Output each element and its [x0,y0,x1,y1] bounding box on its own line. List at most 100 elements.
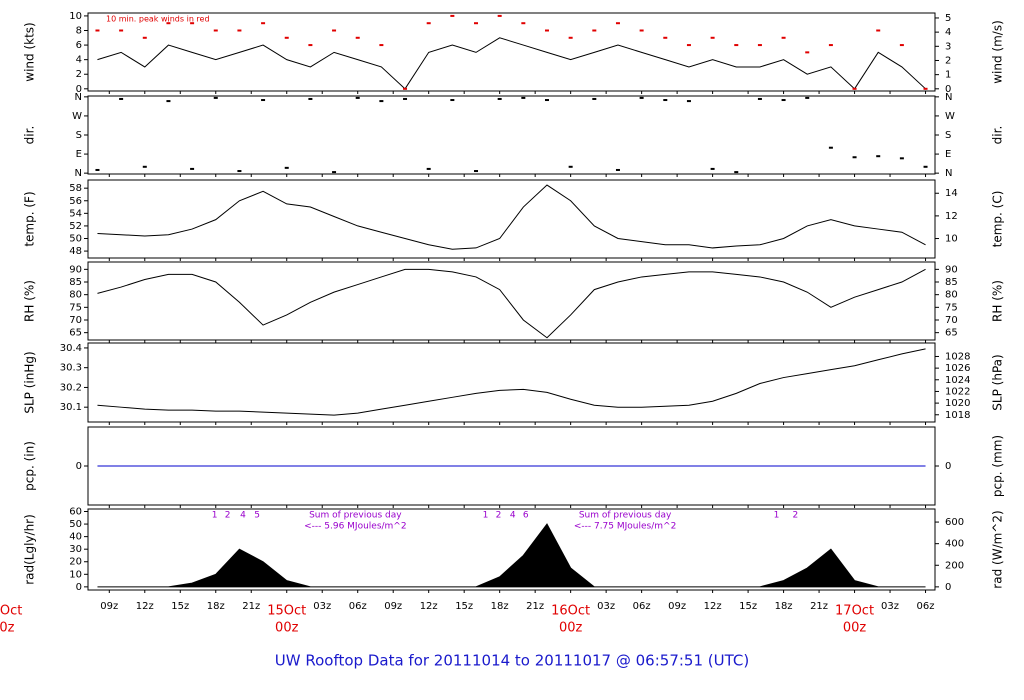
y2-tick-label: 200 [945,560,964,571]
point [284,166,289,169]
point [710,36,715,39]
frame [87,342,936,423]
x-tick-label: 09z [668,601,686,612]
x-tick-label: 03z [881,601,899,612]
point [142,36,147,39]
marker-label: 1 [212,511,218,521]
point [379,44,384,47]
point [757,44,762,47]
day-hour-label: 00z [559,621,583,636]
x-tick-label: 06z [349,601,367,612]
point [805,51,810,54]
x-tick-label: 15z [739,601,757,612]
point [95,29,100,32]
x-tick-label: 15z [455,601,473,612]
y2-axis-label: wind (m/s) [991,20,1005,84]
point [450,14,455,17]
y-tick-label: 8 [76,25,82,36]
marker-label: 6 [523,511,529,521]
point [190,167,195,170]
plot [97,523,926,588]
point [426,167,431,170]
point [426,22,431,25]
y2-axis-label: pcp. (mm) [991,435,1005,497]
y-axis-label: dir. [23,126,37,145]
y2-axis-label: RH (%) [991,280,1005,322]
marker-label: 2 [225,511,231,521]
point [686,44,691,47]
y-axis-label: wind (kts) [23,22,37,81]
point [615,22,620,25]
y2-tick-label: 4 [945,27,951,38]
y-tick-label: 75 [69,302,82,313]
y2-tick-label: 0 [945,84,951,95]
x-tick-label: 12z [136,601,154,612]
y2-tick-label: 1020 [945,398,970,409]
point [261,22,266,25]
plot [97,268,926,339]
point [615,168,620,171]
plot [95,96,928,174]
point [237,29,242,32]
point [899,157,904,160]
y-axis-label: pcp. (in) [23,441,37,491]
marker-label: 1 [774,511,780,521]
note: <--- 7.75 MJoules/m^2 [574,522,676,532]
point [734,44,739,47]
point [237,170,242,173]
y-axis-label: temp. (F) [23,191,37,246]
day-label: 16Oct [551,604,590,619]
point [757,97,762,100]
point [639,29,644,32]
point [474,22,479,25]
point [592,29,597,32]
point [308,44,313,47]
point [521,22,526,25]
point [852,156,857,159]
y2-tick-label: E [945,149,951,160]
point [403,87,408,90]
y2-tick-label: 0 [945,461,951,472]
plot [95,14,928,90]
line [97,184,926,250]
day-hour-label: 00z [0,621,15,636]
point [805,96,810,99]
y-tick-label: 10 [69,569,82,580]
point [876,155,881,158]
day-label: 17Oct [835,604,874,619]
annotation: 10 min. peak winds in red [106,15,210,24]
y-tick-label: 6 [76,40,82,51]
point [876,29,881,32]
marker-label: 2 [793,511,799,521]
day-label: 14Oct [0,604,22,619]
y-tick-label: 85 [69,277,82,288]
point [663,99,668,102]
y-tick-label: 0 [76,582,82,593]
x-tick-label: 03z [597,601,615,612]
y2-tick-label: N [945,92,952,103]
point [899,44,904,47]
point [213,96,218,99]
y2-axis-label: rad (W/m^2) [991,510,1005,588]
y2-tick-label: 1022 [945,386,970,397]
y-tick-label: 48 [69,246,82,257]
x-tick-label: 09z [384,601,402,612]
point [852,87,857,90]
point [379,100,384,103]
point [781,36,786,39]
x-tick-label: 09z [100,601,118,612]
y2-tick-label: 80 [945,290,958,301]
point [166,22,171,25]
marker-label: 4 [240,511,246,521]
y-tick-label: 80 [69,290,82,301]
point [450,99,455,102]
y-tick-label: 0 [76,84,82,95]
point [403,97,408,100]
y2-tick-label: 600 [945,517,964,528]
y-tick-label: 4 [76,55,82,66]
chart-title: UW Rooftop Data for 20111014 to 20111017… [275,652,749,670]
y-tick-label: 40 [69,532,82,543]
frame [87,261,936,341]
y2-tick-label: 70 [945,315,958,326]
line [97,268,926,339]
